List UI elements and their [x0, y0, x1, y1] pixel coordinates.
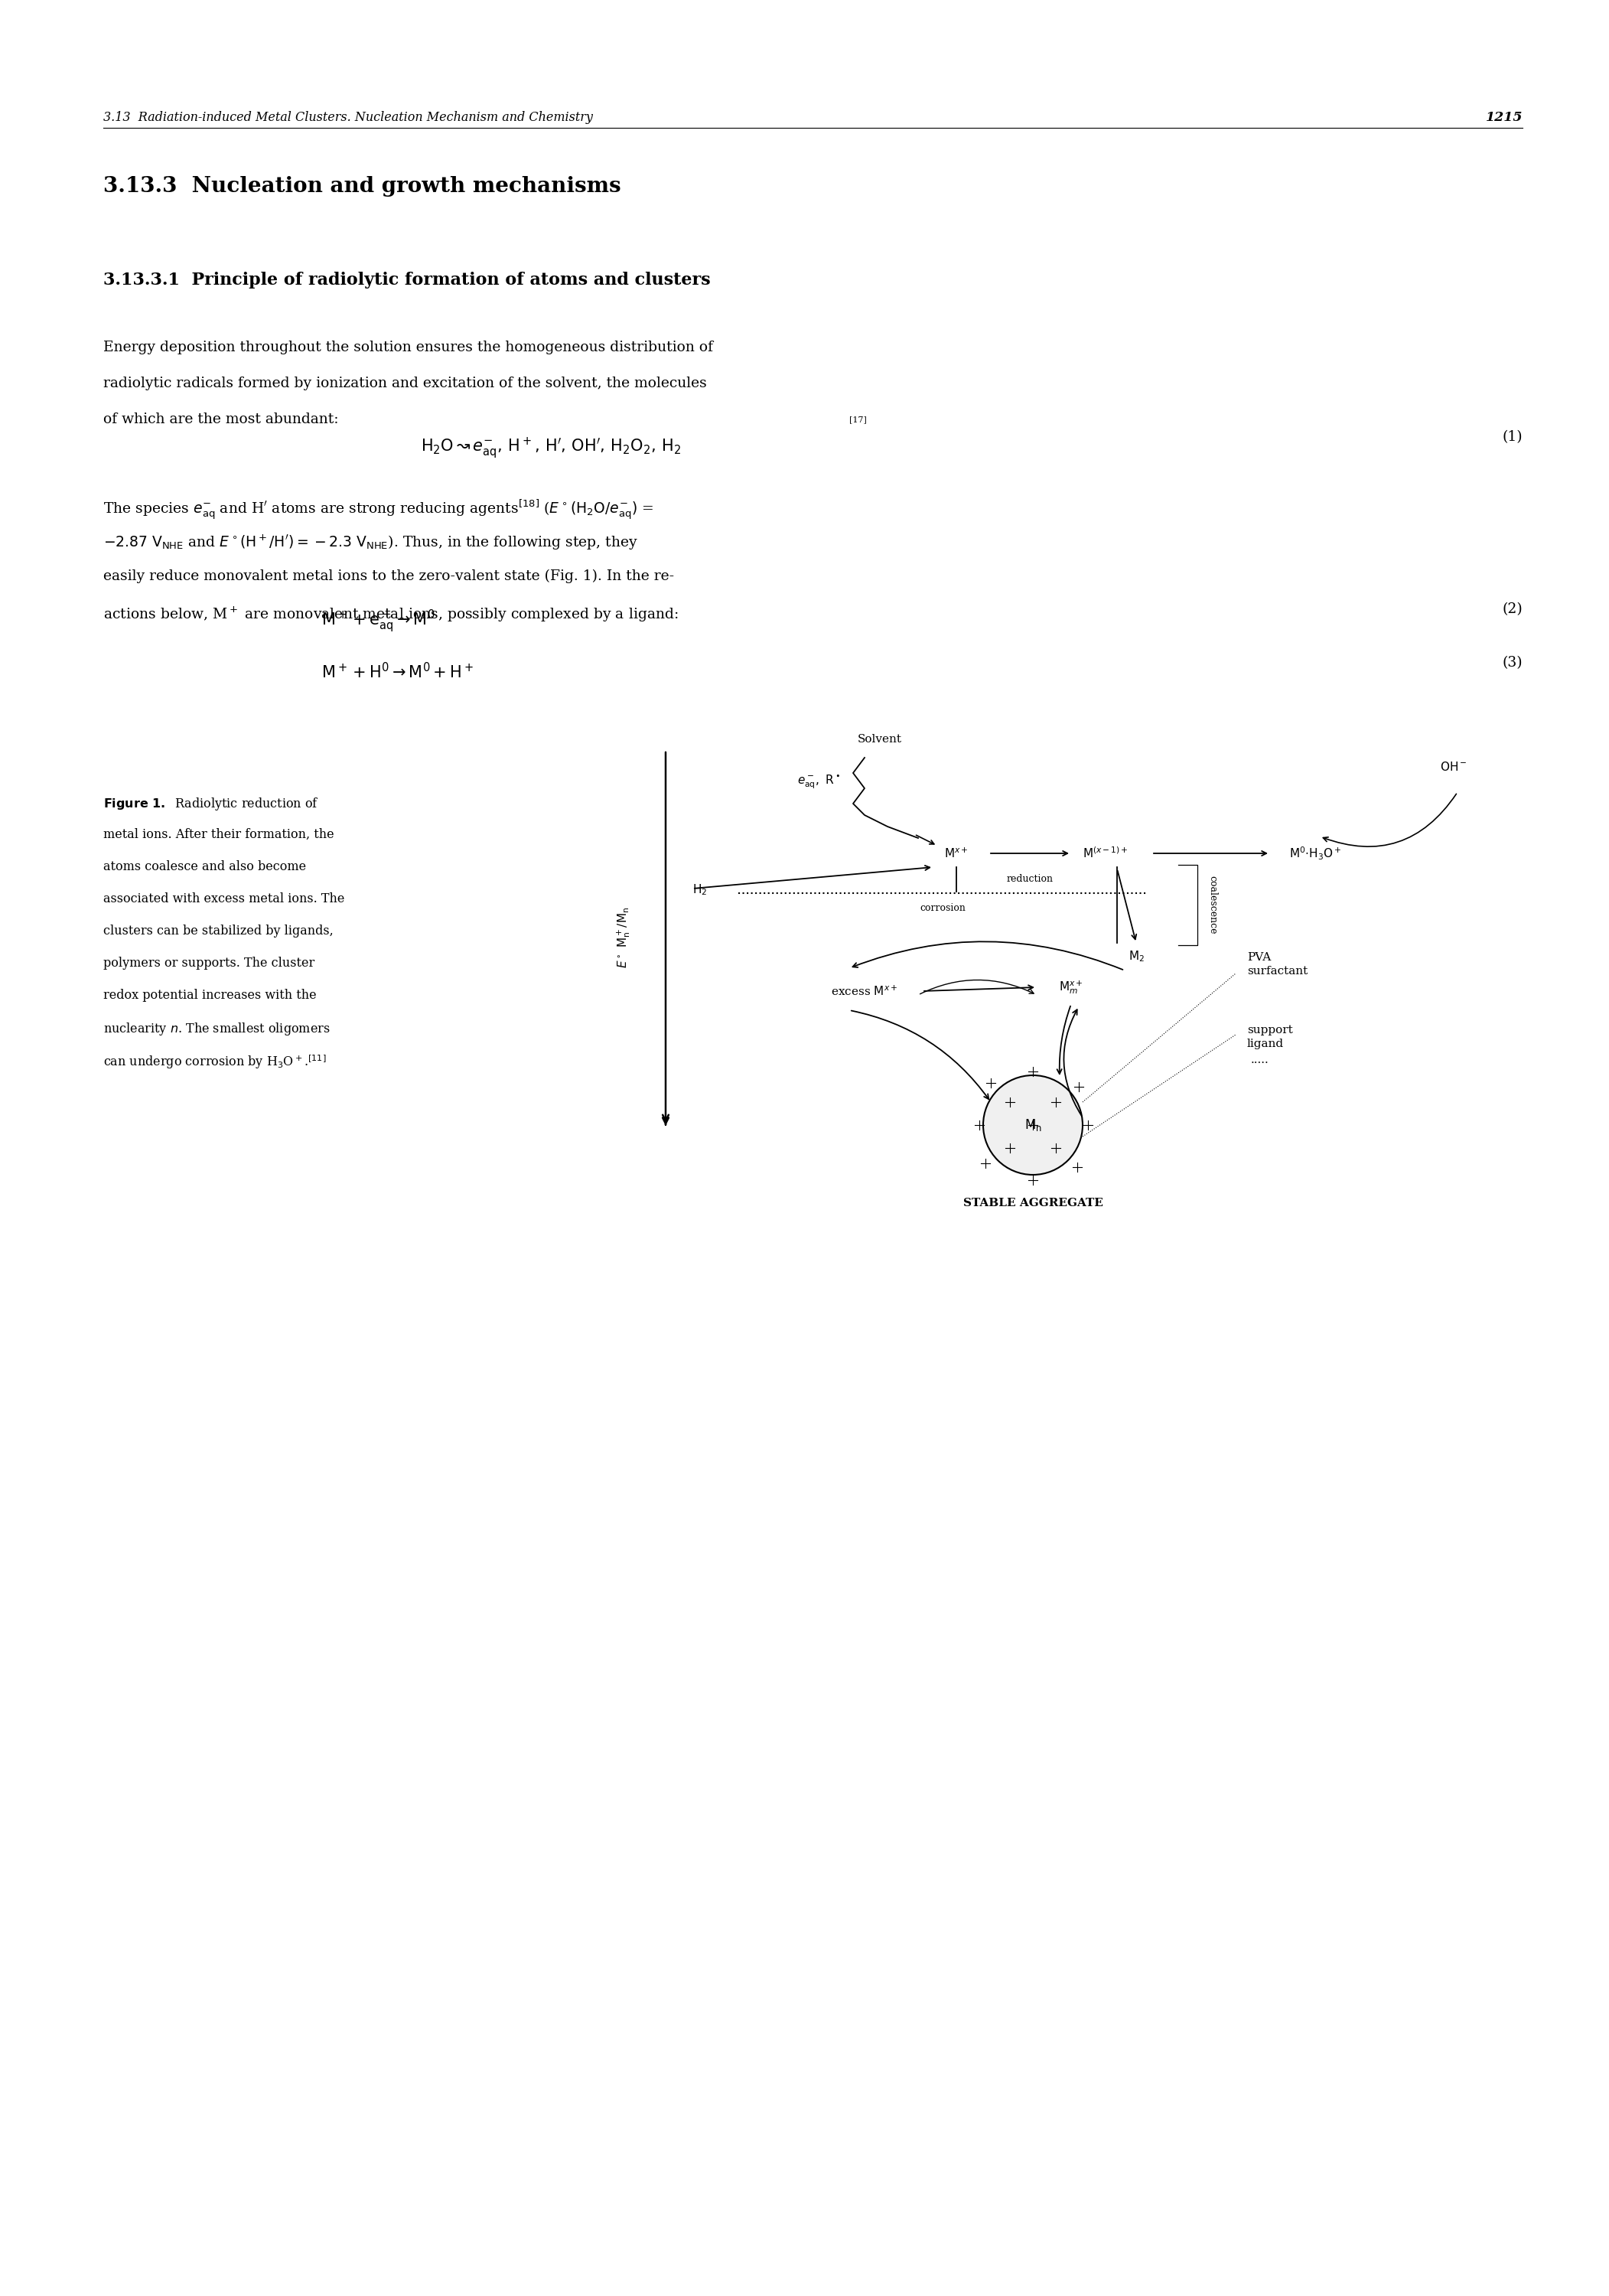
Text: easily reduce monovalent metal ions to the zero-valent state (Fig. 1). In the re: easily reduce monovalent metal ions to t… — [103, 569, 674, 583]
Text: 3.13.3.1  Principle of radiolytic formation of atoms and clusters: 3.13.3.1 Principle of radiolytic formati… — [103, 271, 711, 289]
Text: $E^\circ\ \mathrm{M_n^+/M_n}$: $E^\circ\ \mathrm{M_n^+/M_n}$ — [615, 907, 632, 969]
Text: 3.13  Radiation-induced Metal Clusters. Nucleation Mechanism and Chemistry: 3.13 Radiation-induced Metal Clusters. N… — [103, 110, 592, 124]
Text: $\mathrm{M}^{(x-1)+}$: $\mathrm{M}^{(x-1)+}$ — [1083, 847, 1128, 861]
Text: STABLE AGGREGATE: STABLE AGGREGATE — [962, 1199, 1102, 1208]
Text: 3.13.3  Nucleation and growth mechanisms: 3.13.3 Nucleation and growth mechanisms — [103, 177, 621, 197]
Text: 1215: 1215 — [1485, 110, 1522, 124]
Text: [17]: [17] — [850, 416, 867, 422]
Text: of which are the most abundant:: of which are the most abundant: — [103, 413, 338, 427]
Text: The species $e_{\mathrm{aq}}^{-}$ and H$^\prime$ atoms are strong reducing agent: The species $e_{\mathrm{aq}}^{-}$ and H$… — [103, 498, 653, 521]
Text: atoms coalesce and also become: atoms coalesce and also become — [103, 861, 306, 872]
Text: associated with excess metal ions. The: associated with excess metal ions. The — [103, 893, 344, 905]
Text: excess $\mathrm{M}^{x+}$: excess $\mathrm{M}^{x+}$ — [832, 985, 898, 999]
Text: $\mathrm{M_2}$: $\mathrm{M_2}$ — [1128, 951, 1144, 964]
Text: $\mathrm{M}^{x+}$: $\mathrm{M}^{x+}$ — [944, 847, 969, 861]
Text: $e^-_{\mathrm{aq}},\ \mathrm{R}^\bullet$: $e^-_{\mathrm{aq}},\ \mathrm{R}^\bullet$ — [796, 774, 840, 790]
Text: (2): (2) — [1503, 602, 1522, 615]
Text: can undergo corrosion by H$_3$O$^+$.$^{[11]}$: can undergo corrosion by H$_3$O$^+$.$^{[… — [103, 1054, 327, 1070]
Text: $\mathrm{M_n}$: $\mathrm{M_n}$ — [1025, 1118, 1041, 1132]
Text: Solvent: Solvent — [858, 735, 903, 744]
Text: .....: ..... — [1250, 1054, 1270, 1065]
Text: $-2.87\ \mathrm{V_{NHE}}$ and $E^\circ(\mathrm{H^+/H^\prime}) = -2.3\ \mathrm{V_: $-2.87\ \mathrm{V_{NHE}}$ and $E^\circ(\… — [103, 533, 639, 551]
Text: $\mathrm{M^0{\cdot}H_3O^+}$: $\mathrm{M^0{\cdot}H_3O^+}$ — [1289, 845, 1342, 861]
Text: polymers or supports. The cluster: polymers or supports. The cluster — [103, 957, 315, 969]
Text: support
ligand: support ligand — [1247, 1024, 1292, 1049]
Text: $\mathrm{M^+ + H^0 \rightarrow M^0 + H^+}$: $\mathrm{M^+ + H^0 \rightarrow M^0 + H^+… — [322, 661, 473, 682]
Text: redox potential increases with the: redox potential increases with the — [103, 990, 317, 1001]
Text: $\mathbf{Figure\ 1.}$  Radiolytic reduction of: $\mathbf{Figure\ 1.}$ Radiolytic reducti… — [103, 797, 319, 813]
Text: $\mathrm{H_2}$: $\mathrm{H_2}$ — [692, 884, 708, 898]
Text: actions below, M$^+$ are monovalent metal ions, possibly complexed by a ligand:: actions below, M$^+$ are monovalent meta… — [103, 606, 679, 625]
Text: corrosion: corrosion — [920, 902, 965, 914]
Text: nuclearity $n$. The smallest oligomers: nuclearity $n$. The smallest oligomers — [103, 1022, 330, 1038]
Text: (3): (3) — [1503, 657, 1522, 670]
Text: (1): (1) — [1503, 429, 1522, 443]
Text: $\mathrm{M^+ + e^-_{aq} \rightarrow M^0}$: $\mathrm{M^+ + e^-_{aq} \rightarrow M^0}… — [322, 608, 434, 634]
Text: $\mathrm{OH}^-$: $\mathrm{OH}^-$ — [1440, 760, 1467, 774]
Text: reduction: reduction — [1007, 875, 1054, 884]
Circle shape — [983, 1075, 1083, 1176]
Text: clusters can be stabilized by ligands,: clusters can be stabilized by ligands, — [103, 925, 333, 937]
Text: coalescence: coalescence — [1208, 875, 1218, 934]
Text: radiolytic radicals formed by ionization and excitation of the solvent, the mole: radiolytic radicals formed by ionization… — [103, 377, 706, 390]
Text: PVA
surfactant: PVA surfactant — [1247, 953, 1308, 976]
Text: $\mathrm{M}_m^{x+}$: $\mathrm{M}_m^{x+}$ — [1059, 978, 1083, 996]
Text: Energy deposition throughout the solution ensures the homogeneous distribution o: Energy deposition throughout the solutio… — [103, 340, 713, 354]
Text: $\mathrm{H_2O} \rightsquigarrow e^{-}_{\mathrm{aq}},\,\mathrm{H^+,\,H^\prime,\,O: $\mathrm{H_2O} \rightsquigarrow e^{-}_{\… — [422, 436, 681, 461]
Text: metal ions. After their formation, the: metal ions. After their formation, the — [103, 829, 335, 840]
